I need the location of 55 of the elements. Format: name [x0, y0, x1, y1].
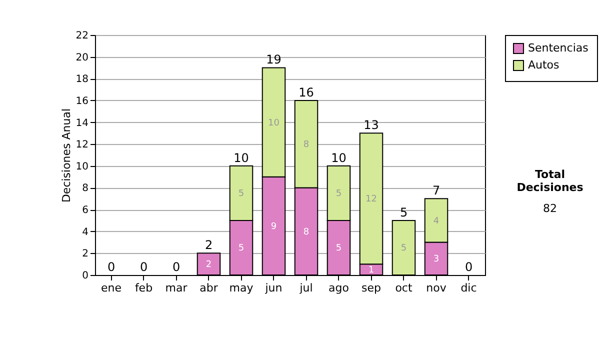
data-label: 5 [238, 189, 244, 200]
x-tick-label: ene [100, 282, 122, 294]
total-label: 10 [331, 150, 346, 165]
data-label: 8 [303, 227, 310, 238]
y-tick-label: 22 [76, 30, 88, 42]
total-label: 0 [107, 260, 116, 274]
y-tick-label: 14 [76, 118, 88, 129]
y-tick-label: 12 [76, 140, 88, 151]
x-tick-label: feb [134, 282, 153, 294]
data-label: 5 [336, 189, 342, 200]
total-label: 10 [234, 150, 249, 165]
y-tick-label: 8 [82, 183, 88, 194]
x-tick-label: dic [460, 282, 477, 294]
total-label: 19 [266, 52, 282, 67]
total-label: 0 [464, 260, 473, 274]
legend-label: Sentencias [528, 42, 589, 54]
total-label: 2 [204, 238, 213, 252]
text: 82 [542, 202, 558, 215]
data-label: 3 [433, 254, 440, 265]
x-tick-label: jun [264, 282, 282, 294]
total-label: 7 [432, 184, 440, 198]
data-label: 5 [336, 244, 342, 254]
data-label: 2 [206, 260, 212, 270]
y-tick-label: 0 [82, 270, 88, 282]
y-tick-label: 18 [76, 74, 88, 86]
total-label: 0 [172, 260, 180, 274]
x-tick-label: nov [426, 282, 447, 294]
total-label: 5 [400, 205, 408, 220]
y-tick-label: 20 [76, 52, 88, 64]
data-label: 8 [303, 140, 310, 150]
x-tick-label: oct [395, 282, 413, 294]
data-label: 12 [366, 194, 377, 205]
data-label: 1 [368, 266, 374, 276]
data-label: 9 [270, 222, 277, 232]
data-label: 10 [268, 118, 280, 128]
text: Total Decisiones [516, 168, 584, 194]
data-label: 4 [433, 216, 440, 226]
data-label: 5 [238, 244, 244, 254]
x-tick-label: abr [200, 282, 218, 294]
y-tick-label: 2 [82, 248, 88, 260]
total-label: 0 [140, 260, 148, 274]
data-label: 5 [400, 244, 407, 254]
y-tick-label: 4 [82, 226, 88, 238]
x-tick-label: sep [362, 282, 382, 294]
x-tick-label: ago [328, 282, 350, 294]
total-label: 16 [298, 85, 314, 100]
y-axis-title: Decisiones Anual [60, 108, 73, 203]
legend-label: Autos [528, 58, 560, 72]
x-tick-label: jul [298, 282, 313, 294]
total-label: 13 [364, 118, 379, 132]
x-tick-label: may [229, 282, 254, 294]
y-tick-label: 10 [76, 161, 88, 172]
x-tick-label: mar [165, 282, 188, 294]
y-tick-label: 6 [82, 205, 88, 216]
y-tick-label: 16 [76, 96, 88, 107]
